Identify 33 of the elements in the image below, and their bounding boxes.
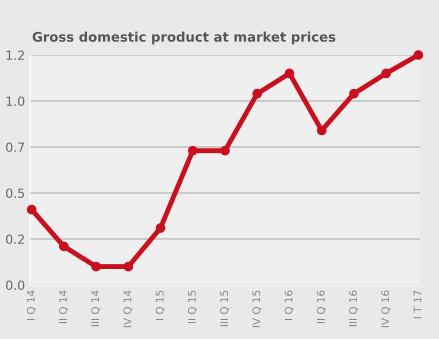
y-tick-label: 1.2 — [6, 50, 24, 60]
y-tick-label: 1.0 — [6, 96, 24, 106]
point — [156, 223, 166, 233]
point — [188, 146, 198, 156]
x-tick-label: I T 17 — [414, 290, 422, 318]
point — [381, 68, 392, 78]
x-tick-label: I Q 16 — [284, 290, 294, 320]
x-tick-label: IV Q 16 — [381, 290, 390, 328]
x-tick-label: III Q 14 — [91, 290, 100, 326]
chart-title: Gross domestic product at market prices — [32, 32, 336, 44]
point — [349, 88, 359, 98]
point — [123, 262, 134, 272]
point — [58, 242, 69, 252]
y-tick-label: 0.0 — [6, 280, 24, 290]
x-tick-label: IV Q 15 — [252, 290, 262, 328]
x-tick-label: II Q 16 — [316, 290, 326, 324]
y-tick-label: 0.5 — [6, 188, 24, 198]
x-tick-label: II Q 15 — [188, 290, 197, 324]
x-tick-label: II Q 14 — [58, 290, 68, 324]
x-tick-label: I Q 14 — [26, 290, 36, 320]
point — [26, 204, 36, 214]
x-tick-label: I Q 15 — [156, 290, 165, 320]
x-tick-label: IV Q 14 — [123, 290, 133, 328]
point — [220, 146, 230, 156]
point — [316, 126, 327, 136]
point — [414, 50, 424, 60]
point — [91, 262, 101, 272]
x-tick-label: III Q 16 — [349, 290, 358, 326]
y-tick-label: 0.7 — [6, 142, 24, 152]
y-tick-label: 0.2 — [6, 234, 24, 244]
x-tick-label: III Q 15 — [220, 290, 230, 326]
point — [252, 88, 262, 98]
point — [284, 68, 294, 78]
